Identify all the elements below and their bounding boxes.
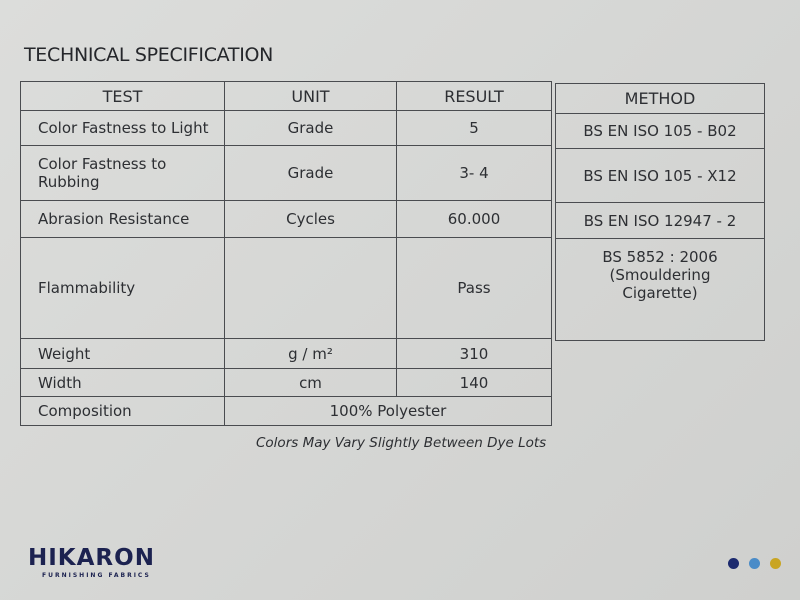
dot-gold [770,558,781,569]
header-test: TEST [20,81,225,111]
cell-unit: Grade [224,145,397,201]
header-result: RESULT [396,81,552,111]
cell-unit: Cycles [224,200,397,238]
table-row: Abrasion Resistance Cycles 60.000 [20,200,552,238]
hikaron-logo: HIKARON FURNISHING FABRICS [28,545,155,579]
table-row: Composition 100% Polyester [20,396,552,426]
dye-lot-note: Colors May Vary Slightly Between Dye Lot… [256,435,547,451]
table-row: Color Fastness to Rubbing Grade 3- 4 [20,145,552,201]
cell-result: 3- 4 [396,145,552,201]
cell-result: 60.000 [396,200,552,238]
spec-table: TEST UNIT RESULT Color Fastness to Light Gr… [20,81,552,426]
cell-result: 140 [396,368,552,397]
cell-test: Color Fastness to Rubbing [20,145,225,201]
dot-navy [728,558,739,569]
table-row: Color Fastness to Light Grade 5 [20,110,552,146]
cell-test: Flammability [20,237,225,339]
method-table: METHOD BS EN ISO 105 - B02 BS EN ISO 105… [555,83,765,341]
cell-unit: g / m² [224,338,397,369]
cell-result: 5 [396,110,552,146]
cell-unit: Grade [224,110,397,146]
header-unit: UNIT [224,81,397,111]
page-title: TECHNICAL SPECIFICATION [24,44,274,66]
dot-blue [749,558,760,569]
cell-unit [224,237,397,339]
table-row: Weight g / m² 310 [20,338,552,369]
header-method: METHOD [555,83,765,114]
cell-test: Weight [20,338,225,369]
cell-method: BS EN ISO 105 - B02 [555,113,765,149]
table-row: Width cm 140 [20,368,552,397]
cell-test: Color Fastness to Light [20,110,225,146]
cell-result: Pass [396,237,552,339]
cell-test: Width [20,368,225,397]
logo-tagline: FURNISHING FABRICS [42,572,151,579]
logo-name: HIKARON [28,545,155,571]
brand-dots [728,558,781,569]
cell-method: BS EN ISO 12947 - 2 [555,202,765,239]
cell-method: BS 5852 : 2006 (Smouldering Cigarette) [555,238,765,341]
cell-test: Composition [20,396,225,426]
cell-unit: cm [224,368,397,397]
cell-method: BS EN ISO 105 - X12 [555,148,765,203]
cell-value: 100% Polyester [224,396,552,426]
cell-result: 310 [396,338,552,369]
cell-test: Abrasion Resistance [20,200,225,238]
table-row: Flammability Pass [20,237,552,339]
